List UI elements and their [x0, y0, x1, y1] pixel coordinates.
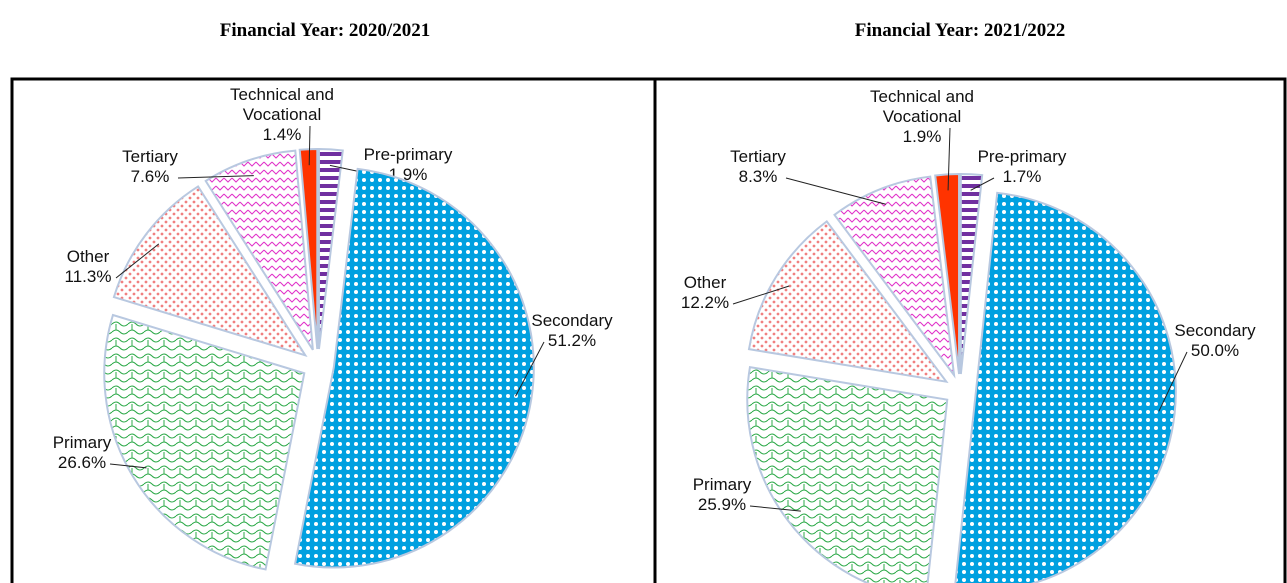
slice-label: Other	[67, 247, 110, 266]
value-label: 50.0%	[1191, 341, 1239, 360]
value-label: 51.2%	[548, 331, 596, 350]
pie-slice	[103, 313, 306, 571]
pie-slice	[112, 185, 308, 358]
value-label: 25.9%	[698, 495, 746, 514]
slice-label: Pre-primary	[978, 147, 1067, 166]
value-label: 1.7%	[1003, 167, 1042, 186]
value-label: 12.2%	[681, 293, 729, 312]
leader-line	[1158, 351, 1188, 412]
value-label: 1.9%	[903, 127, 942, 146]
pie-slice	[746, 366, 949, 583]
leader-line	[515, 341, 545, 397]
leader-line	[947, 127, 951, 191]
pie-slice	[833, 175, 956, 379]
leader-line	[732, 285, 790, 305]
slice-label: Primary	[53, 433, 112, 452]
pie-slice	[934, 173, 961, 375]
pie-slice	[293, 167, 535, 569]
value-label: 7.6%	[131, 167, 170, 186]
pie-slice	[954, 191, 1177, 583]
slice-label: Tertiary	[122, 147, 178, 166]
pie-slice	[298, 148, 319, 350]
leader-line	[970, 177, 995, 191]
slice-label: Technical and Vocational	[870, 87, 974, 126]
value-label: 8.3%	[739, 167, 778, 186]
value-label: 26.6%	[58, 453, 106, 472]
slice-label: Secondary	[531, 311, 613, 330]
slice-label: Tertiary	[730, 147, 786, 166]
slice-label: Pre-primary	[364, 145, 453, 164]
pie-slice	[747, 219, 949, 384]
slice-label: Other	[684, 273, 727, 292]
value-label: 1.4%	[263, 125, 302, 144]
leader-line	[785, 177, 886, 205]
leader-line	[308, 125, 311, 166]
slice-label: Technical and Vocational	[230, 85, 334, 124]
leader-line	[115, 243, 160, 279]
leader-line	[109, 463, 147, 469]
chart-title: Financial Year: 2020/2021	[220, 20, 430, 41]
leader-line	[749, 505, 801, 512]
pie-slice	[959, 173, 984, 375]
panel-frame	[653, 77, 1287, 583]
value-label: 11.3%	[65, 267, 112, 286]
pie-slice	[204, 149, 314, 351]
leader-line	[177, 175, 254, 179]
pie-slice	[317, 148, 344, 350]
chart-title: Financial Year: 2021/2022	[855, 20, 1065, 41]
slice-label: Primary	[693, 475, 752, 494]
slice-label: Secondary	[1174, 321, 1256, 340]
